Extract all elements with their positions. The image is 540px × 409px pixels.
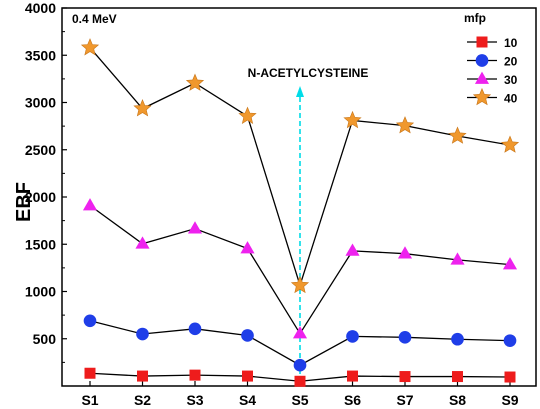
- data-point: [290, 275, 310, 294]
- data-point: [503, 334, 517, 347]
- series-30: [82, 198, 518, 339]
- y-tick-label: 1500: [25, 236, 56, 252]
- data-point: [135, 236, 150, 249]
- arrow-head: [296, 86, 304, 97]
- x-tick-label: S6: [344, 392, 361, 408]
- data-point: [452, 371, 463, 383]
- data-point: [345, 243, 360, 256]
- data-point: [133, 99, 152, 117]
- data-point: [448, 126, 467, 144]
- data-point: [293, 358, 307, 372]
- data-point: [292, 326, 308, 339]
- data-point: [136, 327, 149, 341]
- data-point: [189, 369, 201, 381]
- x-tick-label: S2: [134, 392, 151, 408]
- data-point: [502, 257, 518, 270]
- data-point: [347, 370, 358, 382]
- x-tick-label: S1: [81, 392, 98, 408]
- series-20: [83, 314, 517, 372]
- x-tick-label: S7: [396, 392, 413, 408]
- data-point: [397, 246, 413, 259]
- data-point: [398, 331, 412, 344]
- data-point: [188, 322, 202, 336]
- data-point: [343, 110, 362, 129]
- data-point: [82, 198, 98, 211]
- x-tick-label: S5: [291, 392, 308, 408]
- data-point: [504, 371, 516, 383]
- data-point: [83, 314, 97, 328]
- data-point: [399, 371, 411, 383]
- data-point: [500, 135, 520, 153]
- data-point: [137, 370, 148, 382]
- legend-marker: [476, 36, 488, 48]
- arrow-label: N-ACETYLCYSTEINE: [248, 66, 369, 80]
- x-tick-label: S8: [449, 392, 466, 408]
- energy-label: 0.4 MeV: [72, 12, 117, 26]
- y-axis-title: EBF: [13, 182, 35, 222]
- legend-marker: [474, 71, 490, 84]
- legend-marker: [475, 54, 489, 67]
- y-axis: 500 1000 1500 2000 2500 3000 3500 4000: [25, 0, 67, 363]
- data-point: [451, 332, 464, 346]
- data-point: [241, 329, 254, 342]
- data-point: [80, 38, 100, 56]
- data-point: [240, 241, 255, 254]
- x-axis: S1 S2 S3 S4 S5 S6 S7 S8 S9: [81, 381, 519, 408]
- legend-label: 40: [504, 92, 518, 106]
- data-point: [395, 116, 415, 134]
- data-point: [450, 252, 465, 265]
- data-point: [238, 106, 257, 124]
- data-point: [84, 367, 96, 379]
- x-tick-label: S9: [501, 392, 518, 408]
- x-tick-label: S4: [239, 392, 256, 408]
- y-tick-label: 1000: [25, 284, 56, 300]
- data-point: [346, 330, 359, 343]
- y-tick-label: 4000: [25, 0, 56, 16]
- y-tick-label: 2000: [25, 189, 56, 205]
- series-10: [84, 367, 516, 387]
- legend-label: 10: [504, 36, 518, 50]
- legend-marker: [472, 87, 492, 106]
- y-tick-label: 2500: [25, 142, 56, 158]
- data-point: [185, 73, 205, 91]
- series-layer: [80, 38, 520, 387]
- series-40: [80, 38, 520, 294]
- y-tick-label: 500: [33, 331, 57, 347]
- legend-label: 20: [504, 55, 518, 69]
- legend-title: mfp: [464, 11, 486, 25]
- x-tick-label: S3: [186, 392, 203, 408]
- data-point: [187, 221, 203, 234]
- data-point: [242, 370, 253, 382]
- y-tick-label: 3500: [25, 47, 56, 63]
- annotation-arrow: [296, 86, 304, 382]
- data-point: [294, 375, 306, 387]
- y-tick-label: 3000: [25, 95, 56, 111]
- legend-label: 30: [504, 73, 518, 87]
- legend: mfp 10 20 30 40: [464, 11, 518, 106]
